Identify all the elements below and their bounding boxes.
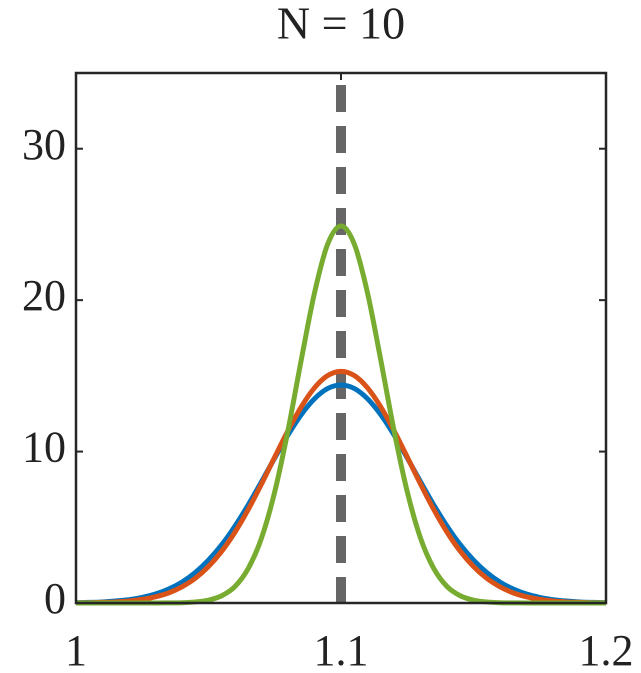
x-tick-label: 1.2 — [579, 626, 634, 673]
x-tick-label: 1.1 — [314, 626, 369, 673]
chart-title: N = 10 — [277, 0, 405, 49]
y-tick-label: 20 — [22, 271, 66, 320]
y-tick-label: 30 — [22, 120, 66, 169]
x-tick-label: 1 — [65, 626, 87, 673]
y-tick-label: 0 — [44, 574, 66, 623]
plot-frame — [74, 71, 608, 605]
series-line — [75, 382, 607, 606]
series-line — [75, 368, 607, 606]
y-tick-label: 10 — [22, 423, 66, 472]
